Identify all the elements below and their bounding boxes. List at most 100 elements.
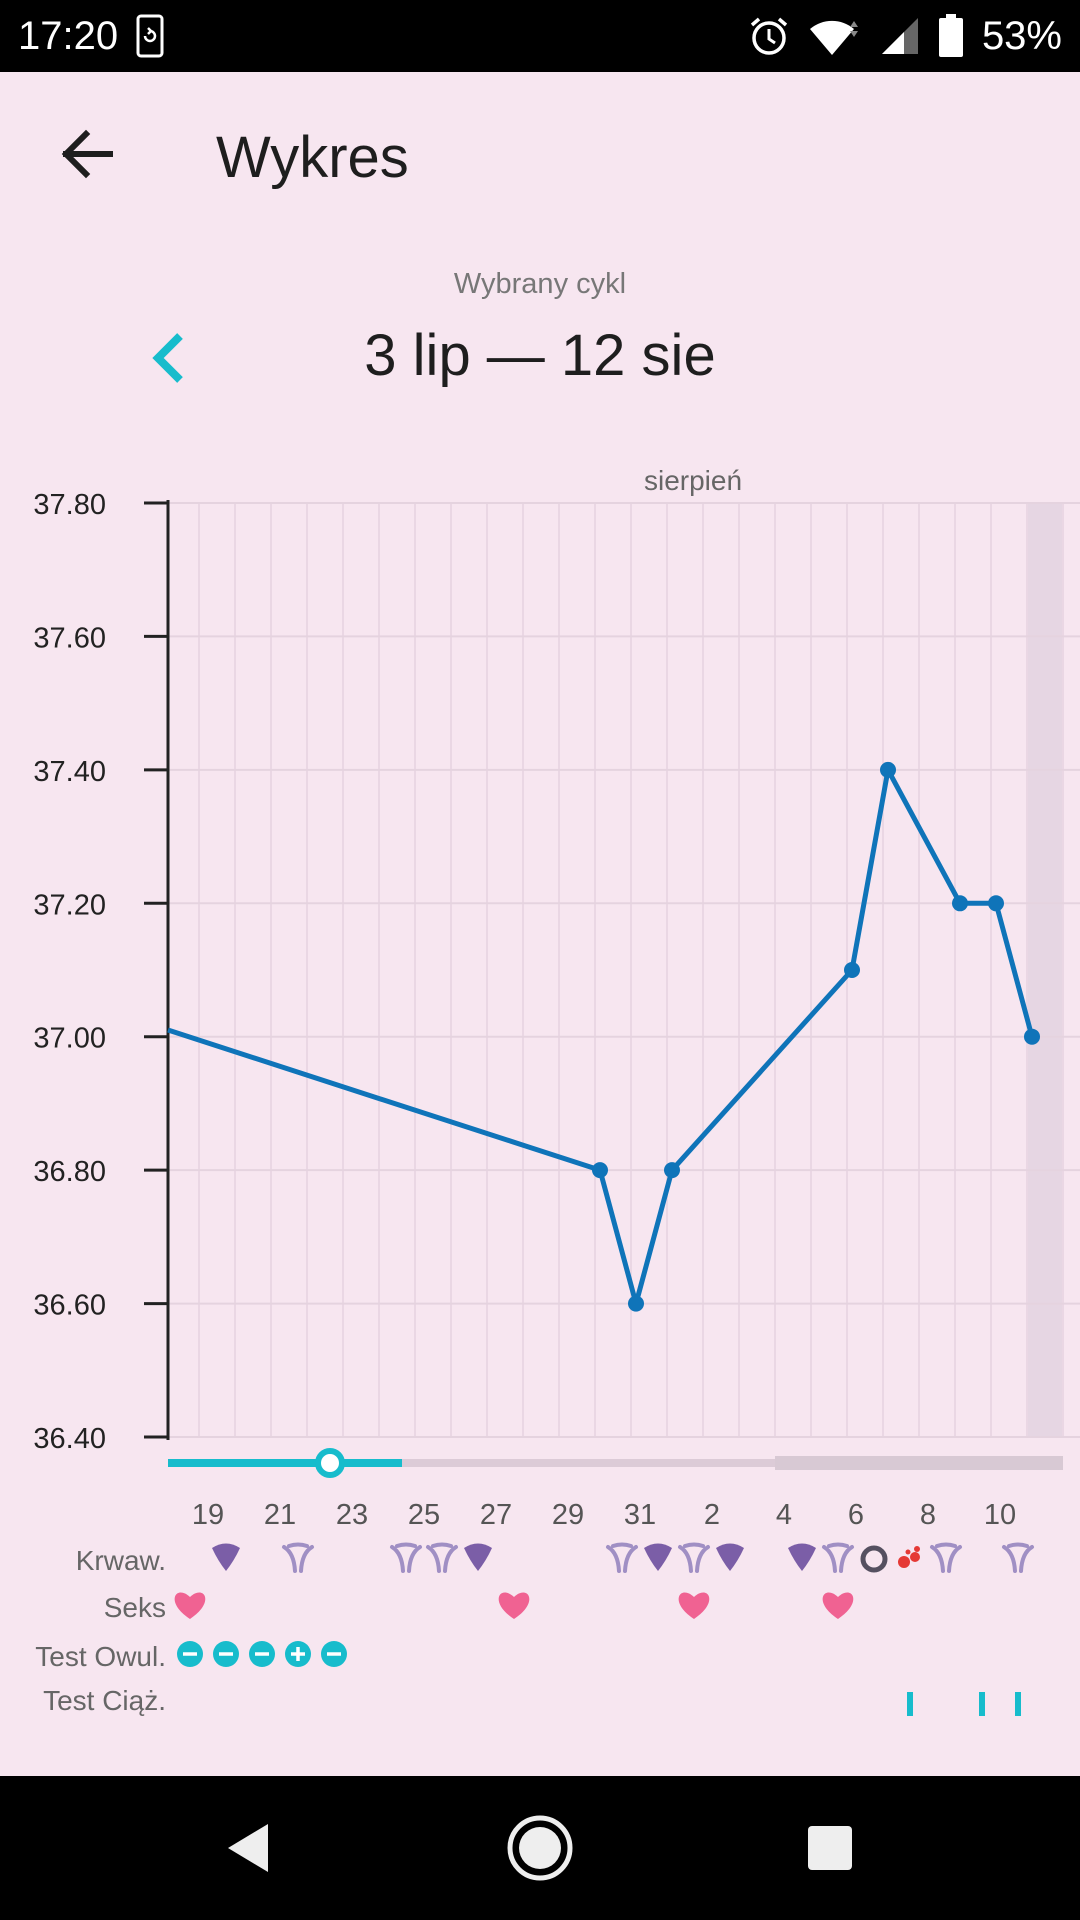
x-tick-label: 27 (480, 1499, 512, 1531)
ovulation-positive-icon (285, 1641, 311, 1667)
heart-icon (498, 1592, 530, 1619)
sync-icon (136, 14, 164, 58)
row-label-pregnancy-test: Test Ciąż. (43, 1685, 166, 1716)
bleeding-entry (464, 1543, 492, 1571)
row-label-ovulation-test: Test Owul. (35, 1641, 166, 1672)
today-highlight (1027, 503, 1063, 1437)
pregnancy-test-mark (1015, 1692, 1021, 1716)
x-tick-label: 31 (624, 1499, 656, 1531)
light-flow-icon (282, 1542, 314, 1573)
cycle-range: 3 lip — 12 sie (364, 323, 716, 388)
arrow-left-icon (61, 129, 113, 179)
x-tick-label: 8 (920, 1499, 936, 1531)
battery-icon (938, 14, 964, 58)
navigation-bar (0, 1776, 1080, 1920)
x-tick-label: 4 (776, 1499, 792, 1531)
temperature-point (952, 895, 968, 912)
x-tick-label: 29 (552, 1499, 584, 1531)
row-label-sex: Seks (104, 1592, 166, 1623)
ovulation-negative-icon (213, 1641, 239, 1667)
light-flow-icon (678, 1542, 710, 1573)
back-button[interactable] (52, 118, 124, 190)
signal-icon (880, 16, 920, 56)
spotting-icon (910, 1552, 920, 1562)
temperature-chart[interactable]: sierpień 37.80 37.60 37.40 37.20 37.00 36.80 3… (0, 440, 1080, 1776)
nav-recents-icon (808, 1826, 852, 1870)
light-flow-icon (426, 1542, 458, 1573)
slider-thumb[interactable] (315, 1448, 345, 1478)
y-tick-label: 36.40 (33, 1423, 106, 1455)
battery-percent: 53% (981, 13, 1062, 58)
temperature-point (880, 761, 896, 778)
light-flow-icon (822, 1542, 854, 1573)
row-label-bleeding: Krwaw. (76, 1545, 166, 1576)
temperature-point (592, 1162, 608, 1179)
blood-drop-icon (212, 1543, 240, 1571)
blood-drop-icon (716, 1543, 744, 1571)
temperature-point (628, 1295, 644, 1312)
month-label: sierpień (644, 465, 742, 496)
bleeding-entry (282, 1542, 314, 1573)
temperature-point (664, 1162, 680, 1179)
nav-home-button[interactable] (495, 1803, 585, 1893)
heart-icon (678, 1592, 710, 1619)
bleeding-entry (1002, 1542, 1034, 1573)
page-title: Wykres (216, 125, 409, 190)
nav-back-icon (228, 1824, 268, 1872)
heart-icon (822, 1592, 854, 1619)
temperature-point (988, 895, 1004, 912)
bleeding-entry (390, 1542, 422, 1573)
alarm-icon (748, 15, 790, 57)
x-tick-label: 10 (984, 1499, 1016, 1531)
pregnancy-test-mark (907, 1692, 913, 1716)
blood-drop-icon (788, 1543, 816, 1571)
cycle-caption: Wybrany cykl (453, 268, 627, 300)
blood-drop-icon (644, 1543, 672, 1571)
bleeding-entry (426, 1542, 458, 1573)
bleeding-entry (822, 1542, 854, 1573)
ovulation-negative-icon (177, 1641, 203, 1667)
bleeding-entry (860, 1545, 888, 1573)
light-flow-icon (606, 1542, 638, 1573)
y-tick-label: 37.00 (33, 1023, 106, 1055)
nav-home-icon (507, 1815, 573, 1881)
bleeding-entry (898, 1546, 920, 1568)
y-tick-label: 37.80 (33, 489, 106, 521)
ring-icon (860, 1545, 888, 1573)
app-bar: Wykres (0, 72, 1080, 242)
temperature-point (1024, 1028, 1040, 1045)
temperature-point (844, 962, 860, 978)
previous-cycle-button[interactable] (140, 328, 200, 388)
wifi-icon (808, 15, 862, 57)
spotting-icon (905, 1549, 911, 1555)
spotting-icon (898, 1556, 910, 1568)
light-flow-icon (1002, 1542, 1034, 1573)
chevron-left-icon (152, 333, 183, 383)
y-tick-label: 36.60 (33, 1290, 106, 1322)
spotting-icon (914, 1546, 920, 1552)
bleeding-entry (644, 1543, 672, 1571)
ovulation-negative-icon (321, 1641, 347, 1667)
y-tick-label: 37.20 (33, 889, 106, 921)
heart-icon (174, 1592, 206, 1619)
x-tick-label: 25 (408, 1499, 440, 1531)
y-tick-label: 37.60 (33, 622, 106, 654)
ovulation-negative-icon (249, 1641, 275, 1667)
bleeding-entry (678, 1542, 710, 1573)
bleeding-entry (930, 1542, 962, 1573)
x-tick-label: 21 (264, 1499, 296, 1531)
y-tick-label: 36.80 (33, 1156, 106, 1188)
nav-back-button[interactable] (205, 1803, 295, 1893)
bleeding-entry (788, 1543, 816, 1571)
x-tick-label: 6 (848, 1499, 864, 1531)
x-tick-label: 2 (704, 1499, 720, 1531)
blood-drop-icon (464, 1543, 492, 1571)
bleeding-entry (606, 1542, 638, 1573)
x-tick-label: 23 (336, 1499, 368, 1531)
bleeding-entry (716, 1543, 744, 1571)
pregnancy-test-mark (979, 1692, 985, 1716)
light-flow-icon (930, 1542, 962, 1573)
light-flow-icon (390, 1542, 422, 1573)
nav-recents-button[interactable] (785, 1803, 875, 1893)
x-tick-label: 19 (192, 1499, 224, 1531)
